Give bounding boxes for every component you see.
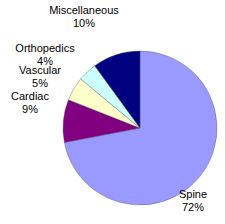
slice-value-label: 4%: [37, 55, 53, 67]
pie-chart: Spine72%Cardiac9%Vascular5%Orthopedics4%…: [0, 0, 225, 224]
data-labels: Spine72%Cardiac9%Vascular5%Orthopedics4%…: [11, 4, 207, 213]
slice-value-label: 5%: [32, 77, 48, 89]
slice-value-label: 9%: [22, 103, 38, 115]
slices: [63, 51, 217, 205]
pie-slice: [95, 51, 140, 128]
slice-label: Cardiac: [11, 90, 49, 102]
chart-container: Spine72%Cardiac9%Vascular5%Orthopedics4%…: [0, 0, 225, 224]
slice-label: Orthopedics: [15, 42, 75, 54]
slice-value-label: 10%: [73, 17, 95, 29]
slice-label: Miscellaneous: [49, 4, 119, 16]
slice-value-label: 72%: [182, 201, 204, 213]
slice-label: Spine: [179, 188, 207, 200]
